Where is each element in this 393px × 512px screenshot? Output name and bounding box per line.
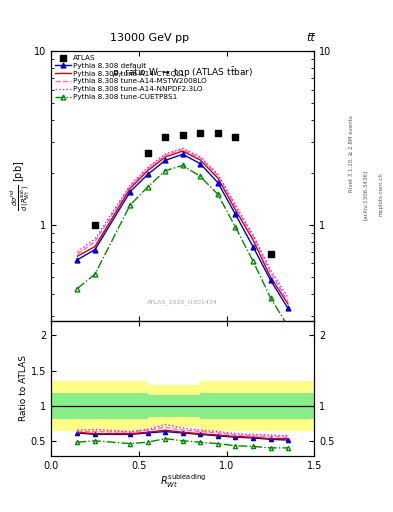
Line: Pythia 8.308 tune-A14-CTEQL1: Pythia 8.308 tune-A14-CTEQL1 [77,151,288,304]
Pythia 8.308 tune-A14-MSTW2008LO [128,183,132,189]
Legend: ATLAS, Pythia 8.308 default, Pythia 8.308 tune-A14-CTEQL1, Pythia 8.308 tune-A14: ATLAS, Pythia 8.308 default, Pythia 8.30… [53,53,208,101]
Pythia 8.308 tune-A14-CTEQL1 [198,157,203,163]
Text: mcplots.cern.ch: mcplots.cern.ch [379,173,384,217]
Pythia 8.308 tune-A14-CTEQL1 [251,237,255,243]
Pythia 8.308 tune-A14-NNPDF2.3LO [233,202,238,208]
Pythia 8.308 tune-CUETP8S1 [128,202,132,208]
Text: Rivet 3.1.10, ≥ 2.8M events: Rivet 3.1.10, ≥ 2.8M events [349,115,354,192]
Pythia 8.308 tune-A14-CTEQL1 [180,148,185,154]
Pythia 8.308 tune-CUETP8S1 [251,258,255,264]
Pythia 8.308 default [251,244,255,250]
Pythia 8.308 tune-A14-CTEQL1 [163,154,167,160]
Pythia 8.308 tune-CUETP8S1 [268,295,273,301]
Line: Pythia 8.308 default: Pythia 8.308 default [75,152,290,311]
ATLAS [162,133,168,141]
Text: $p_T$ ratio W $\rightarrow$ top (ATLAS t$\bar{\rm t}$bar): $p_T$ ratio W $\rightarrow$ top (ATLAS t… [112,65,253,79]
Pythia 8.308 tune-A14-MSTW2008LO [163,152,167,158]
Pythia 8.308 default [180,151,185,157]
Pythia 8.308 tune-A14-NNPDF2.3LO [198,154,203,160]
Pythia 8.308 tune-A14-CTEQL1 [286,301,290,307]
Y-axis label: $\frac{d\sigma^{nd}}{d\,(R_{Wt}^{sub})}$ [pb]: $\frac{d\sigma^{nd}}{d\,(R_{Wt}^{sub})}$… [9,161,33,211]
Pythia 8.308 tune-A14-CTEQL1 [215,175,220,181]
Pythia 8.308 tune-A14-CTEQL1 [75,253,80,259]
Pythia 8.308 tune-A14-MSTW2008LO [93,239,97,245]
Line: Pythia 8.308 tune-CUETP8S1: Pythia 8.308 tune-CUETP8S1 [75,163,290,329]
Pythia 8.308 default [286,305,290,311]
Pythia 8.308 tune-A14-NNPDF2.3LO [268,267,273,273]
Pythia 8.308 tune-A14-MSTW2008LO [180,146,185,153]
Pythia 8.308 tune-A14-NNPDF2.3LO [215,171,220,177]
X-axis label: $R_{Wt}^{\rm subleading}$: $R_{Wt}^{\rm subleading}$ [160,472,206,490]
Pythia 8.308 tune-CUETP8S1 [180,162,185,168]
Pythia 8.308 tune-A14-CTEQL1 [93,244,97,250]
Pythia 8.308 tune-CUETP8S1 [215,191,220,197]
Text: 13000 GeV pp: 13000 GeV pp [110,33,189,44]
Pythia 8.308 default [128,189,132,195]
Pythia 8.308 tune-A14-CTEQL1 [233,207,238,213]
Pythia 8.308 tune-CUETP8S1 [93,271,97,277]
ATLAS [197,129,204,137]
Pythia 8.308 tune-A14-CTEQL1 [268,274,273,280]
Pythia 8.308 tune-A14-MSTW2008LO [251,233,255,239]
Pythia 8.308 tune-CUETP8S1 [198,174,203,180]
Pythia 8.308 tune-A14-MSTW2008LO [75,251,80,257]
Pythia 8.308 tune-A14-NNPDF2.3LO [180,145,185,152]
Pythia 8.308 default [163,157,167,163]
Pythia 8.308 default [233,211,238,218]
Pythia 8.308 tune-A14-NNPDF2.3LO [93,236,97,242]
Pythia 8.308 default [198,161,203,167]
Pythia 8.308 default [93,247,97,253]
Pythia 8.308 tune-A14-MSTW2008LO [268,270,273,276]
Line: Pythia 8.308 tune-A14-NNPDF2.3LO: Pythia 8.308 tune-A14-NNPDF2.3LO [77,148,288,298]
Pythia 8.308 tune-CUETP8S1 [163,167,167,174]
Pythia 8.308 tune-A14-MSTW2008LO [145,166,150,172]
ATLAS [215,129,221,137]
Pythia 8.308 tune-CUETP8S1 [75,285,80,291]
Pythia 8.308 default [268,277,273,283]
ATLAS [92,221,98,229]
Pythia 8.308 tune-A14-CTEQL1 [145,167,150,174]
Pythia 8.308 tune-A14-NNPDF2.3LO [286,295,290,301]
Text: ATLAS_2020_I1801434: ATLAS_2020_I1801434 [147,299,218,305]
Pythia 8.308 tune-A14-NNPDF2.3LO [163,151,167,157]
Pythia 8.308 tune-A14-NNPDF2.3LO [145,164,150,170]
ATLAS [180,131,186,139]
Pythia 8.308 tune-A14-NNPDF2.3LO [128,182,132,188]
Pythia 8.308 tune-CUETP8S1 [286,324,290,330]
Pythia 8.308 tune-A14-CTEQL1 [128,185,132,191]
ATLAS [267,250,274,258]
Line: Pythia 8.308 tune-A14-MSTW2008LO: Pythia 8.308 tune-A14-MSTW2008LO [77,150,288,302]
Text: tt̅: tt̅ [307,33,315,44]
ATLAS [232,133,239,141]
Pythia 8.308 tune-A14-MSTW2008LO [198,155,203,161]
Text: [arXiv:1306.3436]: [arXiv:1306.3436] [363,169,368,220]
Pythia 8.308 tune-A14-MSTW2008LO [233,204,238,210]
Y-axis label: Ratio to ATLAS: Ratio to ATLAS [19,355,28,421]
Pythia 8.308 tune-CUETP8S1 [233,224,238,230]
Pythia 8.308 default [75,257,80,263]
Pythia 8.308 default [145,172,150,178]
Pythia 8.308 tune-CUETP8S1 [145,184,150,190]
ATLAS [145,148,151,157]
Pythia 8.308 tune-A14-NNPDF2.3LO [75,249,80,255]
Pythia 8.308 default [215,180,220,186]
Pythia 8.308 tune-A14-MSTW2008LO [286,299,290,305]
Pythia 8.308 tune-A14-NNPDF2.3LO [251,231,255,238]
Pythia 8.308 tune-A14-MSTW2008LO [215,173,220,179]
